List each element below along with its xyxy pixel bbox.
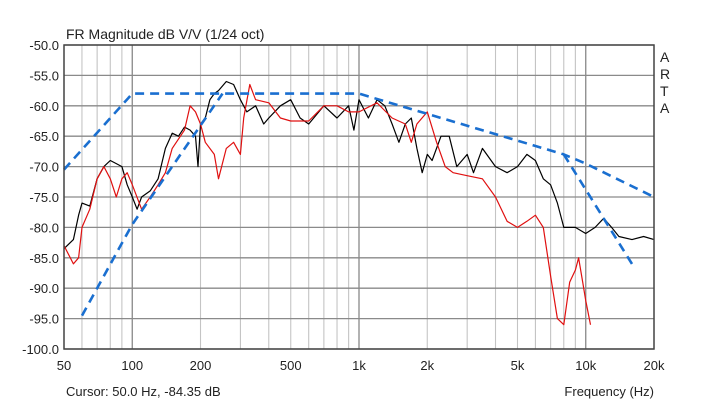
y-tick-label: -55.0 [29,68,59,83]
y-tick-label: -60.0 [29,99,59,114]
plot-frame [63,44,655,350]
arta-letter: T [660,83,669,99]
y-tick-label: -70.0 [29,160,59,175]
x-tick-label: 100 [121,358,143,373]
x-tick-label: 20k [644,358,665,373]
y-tick-label: -65.0 [29,129,59,144]
arta-label: A R T A [660,49,670,116]
x-tick-label: 1k [352,358,366,373]
y-tick-label: -100.0 [22,342,59,357]
y-tick-label: -75.0 [29,190,59,205]
x-tick-label: 50 [57,358,71,373]
x-tick-label: 10k [575,358,596,373]
arta-letter: R [660,66,670,82]
y-tick-label: -85.0 [29,251,59,266]
x-tick-label: 5k [511,358,525,373]
series-line-red [63,83,592,326]
chart-title: FR Magnitude dB V/V (1/24 oct) [66,26,264,42]
cursor-readout: Cursor: 50.0 Hz, -84.35 dB [66,384,221,399]
series-group [63,80,655,326]
arta-letter: A [660,49,670,65]
y-tick-label: -90.0 [29,281,59,296]
series-line-target-lowpass [562,153,634,265]
series-line-target-upper [63,92,655,199]
x-axis-ticks: 50 100 200 500 1k 2k 5k 10k 20k [57,358,665,373]
y-tick-label: -50.0 [29,38,59,53]
y-tick-label: -80.0 [29,220,59,235]
y-tick-label: -95.0 [29,312,59,327]
x-tick-label: 200 [190,358,212,373]
series-line-target-highpass [80,92,224,317]
y-axis-ticks: -50.0 -55.0 -60.0 -65.0 -70.0 -75.0 -80.0 -85.0… [22,38,59,357]
x-axis-label: Frequency (Hz) [564,384,654,399]
x-tick-label: 2k [420,358,434,373]
arta-letter: A [660,100,670,116]
x-tick-label: 500 [280,358,302,373]
